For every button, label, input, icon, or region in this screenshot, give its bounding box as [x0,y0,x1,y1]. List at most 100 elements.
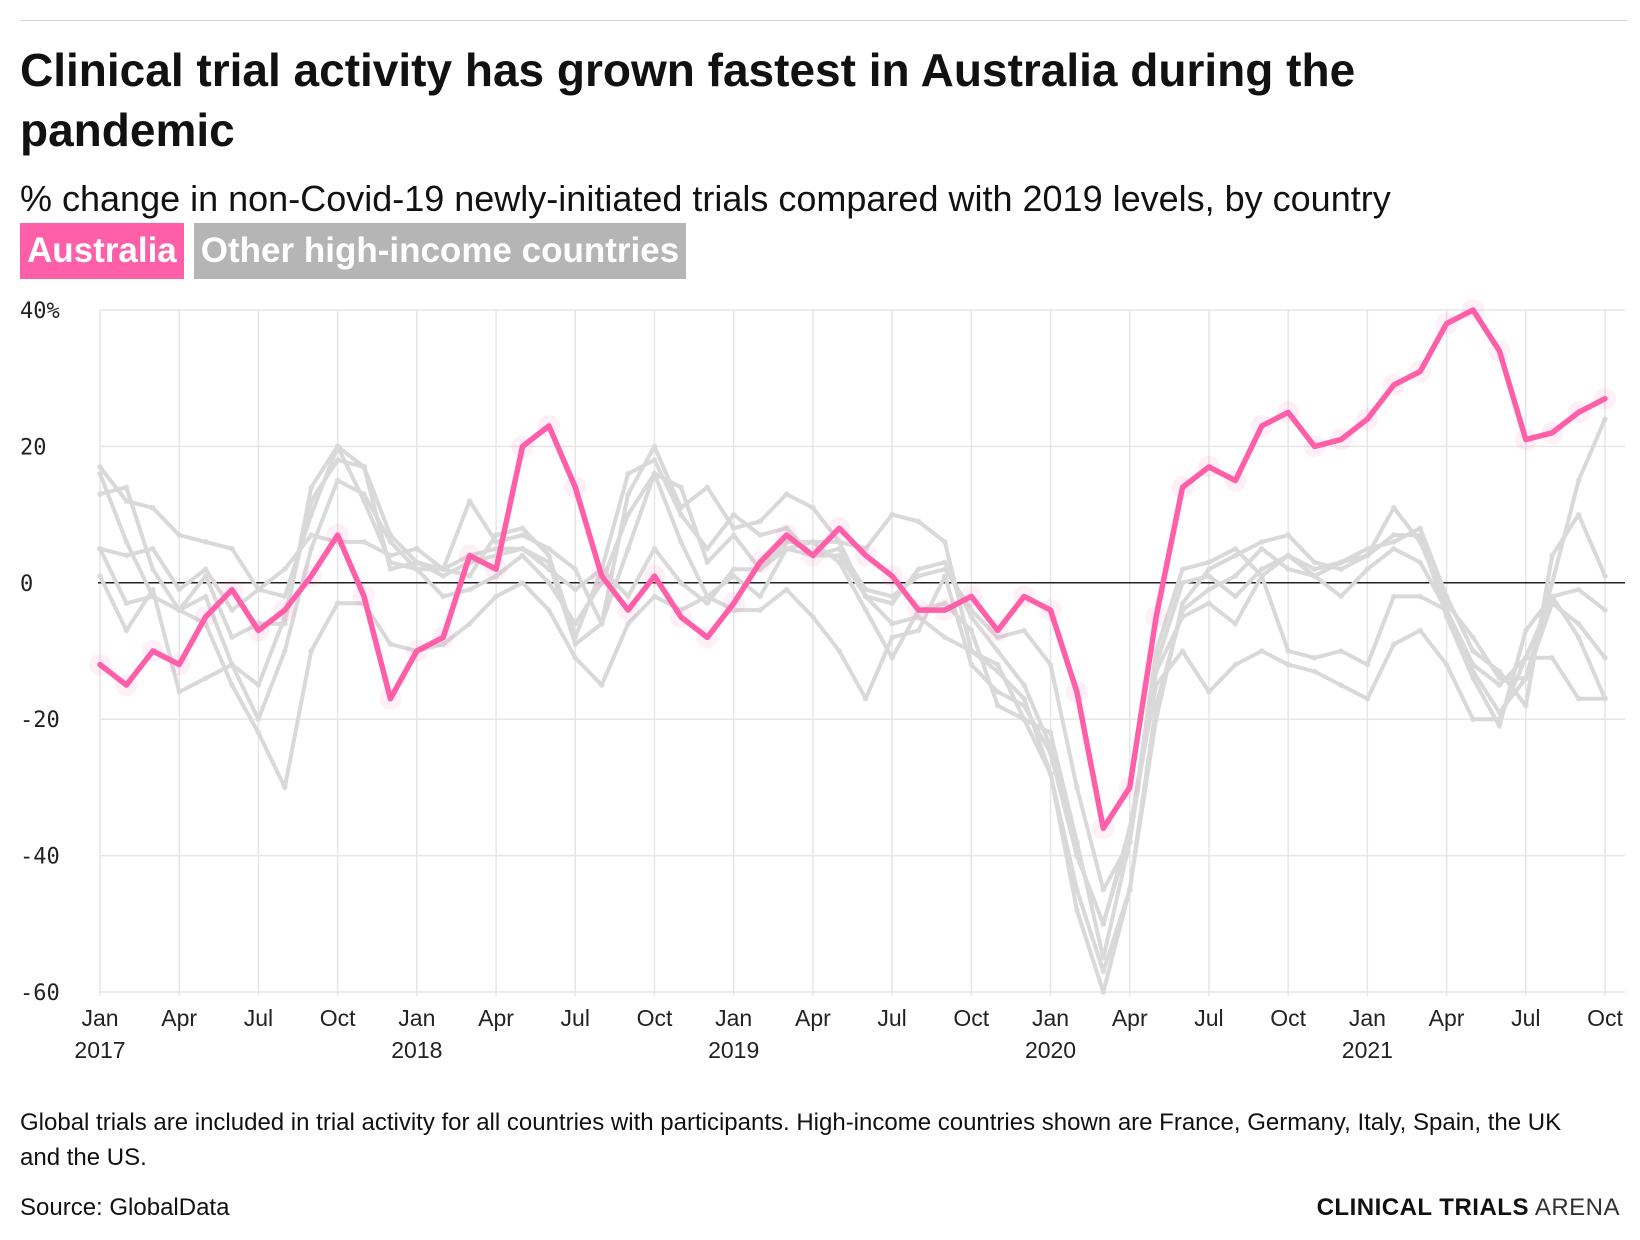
other-country-point [1205,572,1212,579]
other-country-point [255,729,262,736]
other-country-point [783,586,790,593]
other-country-point [281,613,288,620]
other-country-point [1602,654,1608,661]
other-country-point [1417,532,1424,539]
other-country-point [1364,552,1371,559]
chart-title: Clinical trial activity has grown fastes… [20,44,1356,156]
other-country-point [1126,825,1133,832]
other-country-point [1285,566,1292,573]
other-country-point [1575,695,1582,702]
other-country-point [1100,989,1107,995]
x-tick-label: Oct [637,1005,673,1031]
other-country-point [941,572,948,579]
other-country-point [651,545,658,552]
source-note: Source: GlobalData [20,1194,230,1221]
other-country-point [1258,538,1265,545]
other-country-point [941,538,948,545]
x-tick-label: Apr [161,1005,197,1031]
other-country-point [941,559,948,566]
other-country-point [1021,716,1028,723]
other-country-point [1047,729,1054,736]
other-country-point [1311,654,1318,661]
other-country-point [704,559,711,566]
other-country-point [836,648,843,654]
other-country-point [994,634,1001,641]
other-country-point [889,593,896,600]
other-country-point [123,627,130,634]
other-country-point [466,620,473,627]
other-country-point [1179,613,1186,620]
other-country-point [1469,634,1476,641]
other-country-point [493,532,500,539]
other-country-point [229,545,236,552]
other-country-point [809,504,816,511]
other-country-point [1021,695,1028,702]
x-tick-label: Jul [1194,1005,1223,1031]
other-country-point [572,654,579,661]
other-country-point [466,497,473,504]
other-country-point [1153,682,1160,689]
other-country-point [361,491,368,498]
other-country-point [730,525,737,532]
other-country-point [651,593,658,600]
other-country-point [440,566,447,573]
other-country-point [677,511,684,518]
other-country-point [334,477,341,484]
other-country-point [281,648,288,654]
other-country-point [1021,702,1028,709]
other-country-point [123,600,130,607]
x-tick-label: Jan [398,1005,435,1031]
other-country-point [1073,784,1080,791]
other-country-point [1575,586,1582,593]
other-country-point [915,566,922,573]
other-country-point [149,545,156,552]
other-country-point [281,593,288,600]
other-country-point [413,559,420,566]
top-rule [20,20,1627,21]
other-country-point [1390,538,1397,545]
other-country-point [677,579,684,586]
x-tick-year-label: 2020 [1025,1037,1076,1063]
other-country-point [1258,572,1265,579]
other-country-point [255,682,262,689]
x-tick-label: Jul [1511,1005,1540,1031]
other-country-point [466,572,473,579]
other-country-point [1364,661,1371,668]
other-country-point [1575,634,1582,641]
other-country-point [1073,852,1080,859]
other-country-series-line [98,458,1607,994]
other-country-point [836,552,843,559]
other-country-point [677,538,684,545]
other-country-point [572,586,579,593]
other-country-point [1417,593,1424,600]
other-country-point [1285,532,1292,539]
other-country-point [889,654,896,661]
other-country-point [730,511,737,518]
other-country-point [1179,579,1186,586]
other-country-point [915,627,922,634]
other-country-point [862,695,869,702]
other-country-point [1021,627,1028,634]
x-tick-label: Oct [1587,1005,1623,1031]
other-country-point [625,545,632,552]
other-country-point [149,586,156,593]
other-country-point [1337,566,1344,573]
other-country-point [1232,572,1239,579]
other-country-point [730,566,737,573]
legend: Australia Other high-income countries [20,223,687,279]
other-country-point [97,470,103,477]
other-country-point [994,661,1001,668]
other-country-point [1153,648,1160,654]
other-country-point [519,532,526,539]
other-country-point [1179,600,1186,607]
other-country-series-line [98,444,1607,926]
other-country-point [651,443,658,450]
other-country-point [1100,920,1107,927]
other-country-point [1496,682,1503,689]
other-country-point [1232,545,1239,552]
brand-logo-light: ARENA [1534,1194,1620,1221]
other-country-point [123,484,130,491]
other-country-point [1126,886,1133,893]
other-country-point [625,491,632,498]
other-country-point [968,613,975,620]
